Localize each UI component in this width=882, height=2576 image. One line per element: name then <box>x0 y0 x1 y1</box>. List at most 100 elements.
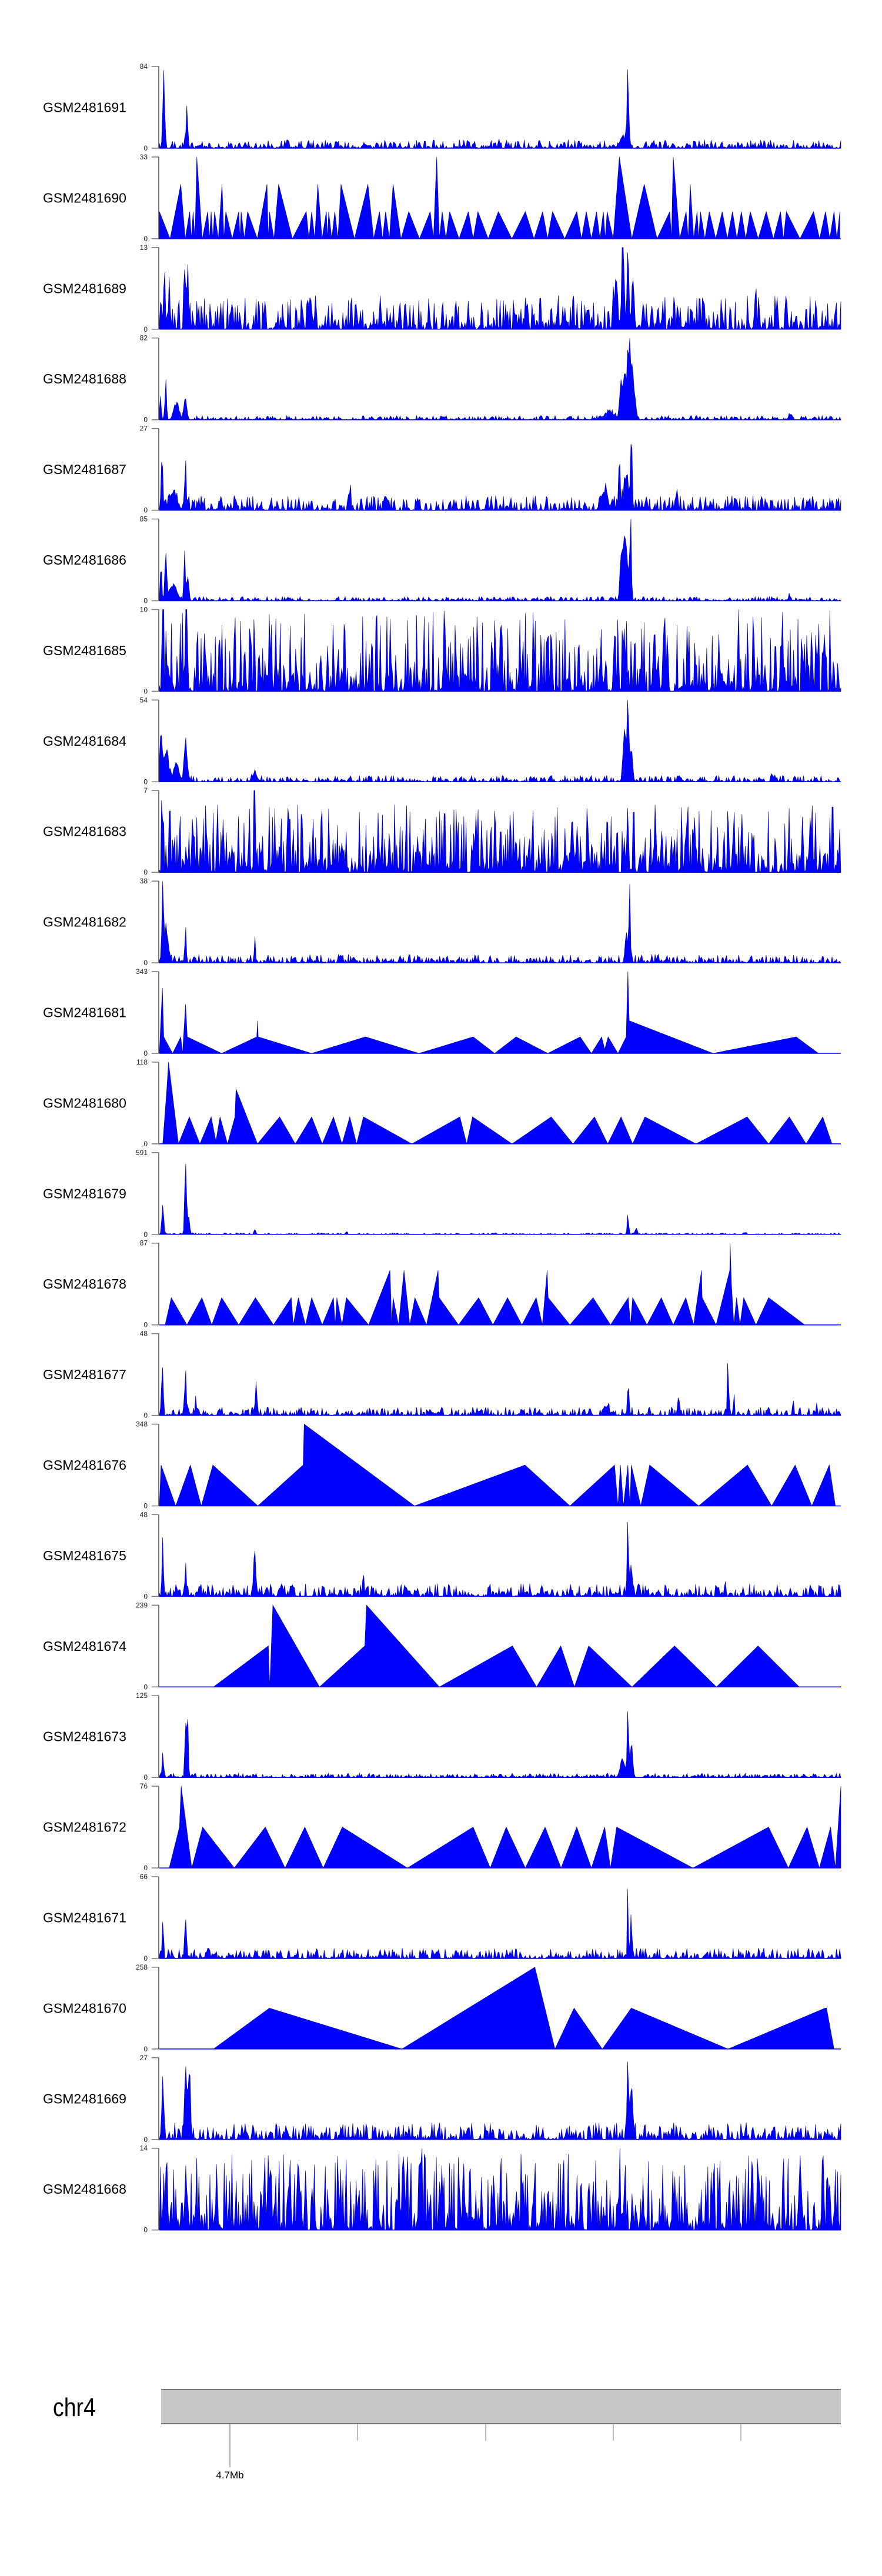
track-GSM2481673: GSM2481673 125 0 <box>43 1691 841 1781</box>
y-axis-max-label: 87 <box>140 1239 148 1247</box>
y-axis-max-label: 66 <box>140 1873 148 1881</box>
track-label: GSM2481671 <box>43 1910 126 1926</box>
y-axis-min-label: 0 <box>143 235 148 243</box>
y-axis-max-label: 33 <box>140 153 148 161</box>
track-GSM2481679: GSM2481679 591 0 <box>43 1149 841 1239</box>
track-GSM2481678: GSM2481678 87 0 <box>43 1239 841 1329</box>
track-label: GSM2481680 <box>43 1095 126 1110</box>
coverage-area <box>159 971 819 1054</box>
track-GSM2481682: GSM2481682 38 0 <box>43 877 841 967</box>
track-GSM2481686: GSM2481686 85 0 <box>43 515 841 605</box>
coverage-area <box>159 247 841 330</box>
coverage-area <box>159 609 841 692</box>
y-axis-max-label: 13 <box>140 243 148 252</box>
track-GSM2481669: GSM2481669 27 0 <box>43 2054 841 2144</box>
coverage-area <box>213 1604 800 1688</box>
y-axis-min-label: 0 <box>143 687 148 695</box>
coverage-area <box>159 156 840 240</box>
track-GSM2481671: GSM2481671 66 0 <box>43 1873 841 1963</box>
coverage-area <box>159 338 841 421</box>
coverage-area <box>159 1521 841 1597</box>
track-GSM2481668: GSM2481668 14 0 <box>43 2144 841 2234</box>
coverage-area <box>159 519 841 602</box>
track-label: GSM2481677 <box>43 1367 126 1382</box>
track-GSM2481676: GSM2481676 348 0 <box>43 1420 841 1510</box>
y-axis-min-label: 0 <box>143 2135 148 2144</box>
y-axis-min-label: 0 <box>143 1773 148 1781</box>
coverage-area <box>169 1786 841 1869</box>
y-axis-max-label: 591 <box>136 1149 148 1157</box>
chromosome-label: chr4 <box>53 2393 96 2422</box>
y-axis-min-label: 0 <box>143 1140 148 1148</box>
track-label: GSM2481686 <box>43 552 126 568</box>
coverage-area <box>162 1062 833 1145</box>
coverage-area <box>159 1363 841 1416</box>
y-axis-min-label: 0 <box>143 1592 148 1600</box>
y-axis-max-label: 14 <box>140 2144 148 2153</box>
y-axis-min-label: 0 <box>143 1321 148 1329</box>
y-axis-max-label: 348 <box>136 1420 148 1429</box>
coverage-area <box>159 790 841 873</box>
y-axis-max-label: 343 <box>136 967 148 976</box>
y-axis-max-label: 48 <box>140 1510 148 1519</box>
y-axis-min-label: 0 <box>143 144 148 152</box>
y-axis-max-label: 125 <box>136 1691 148 1700</box>
coverage-area <box>159 443 841 511</box>
track-label: GSM2481676 <box>43 1457 126 1473</box>
track-GSM2481672: GSM2481672 76 0 <box>43 1782 841 1872</box>
coverage-area <box>165 1243 806 1326</box>
y-axis-min-label: 0 <box>143 778 148 786</box>
y-axis-min-label: 0 <box>143 2045 148 2053</box>
chromosome-ideogram: chr4 4.7Mb <box>53 2389 841 2481</box>
y-axis-min-label: 0 <box>143 1049 148 1057</box>
coverage-tracks: GSM2481691840GSM2481690330GSM2481689130G… <box>43 62 842 2234</box>
y-axis-min-label: 0 <box>143 597 148 605</box>
coverage-area <box>159 881 841 964</box>
y-axis-min-label: 0 <box>143 1502 148 1510</box>
track-label: GSM2481672 <box>43 1820 126 1835</box>
y-axis-max-label: 27 <box>140 2054 148 2062</box>
track-GSM2481681: GSM2481681 343 0 <box>43 967 841 1057</box>
y-axis-min-label: 0 <box>143 1864 148 1872</box>
y-axis-max-label: 76 <box>140 1782 148 1790</box>
track-GSM2481689: GSM2481689 13 0 <box>43 243 841 333</box>
y-axis-max-label: 27 <box>140 425 148 433</box>
coverage-area <box>159 1423 836 1507</box>
y-axis-min-label: 0 <box>143 1412 148 1420</box>
track-GSM2481684: GSM2481684 54 0 <box>43 696 842 786</box>
coverage-area <box>159 1711 841 1778</box>
track-label: GSM2481685 <box>43 643 126 658</box>
y-axis-min-label: 0 <box>143 325 148 333</box>
track-GSM2481674: GSM2481674 239 0 <box>43 1601 841 1691</box>
coverage-area <box>159 1888 841 1959</box>
chromosome-band <box>161 2390 841 2424</box>
track-GSM2481670: GSM2481670 258 0 <box>43 1963 841 2053</box>
track-label: GSM2481679 <box>43 1186 126 1201</box>
y-axis-max-label: 239 <box>136 1601 148 1609</box>
y-axis-max-label: 82 <box>140 334 148 342</box>
y-axis-max-label: 118 <box>136 1058 148 1066</box>
track-label: GSM2481689 <box>43 281 126 296</box>
y-axis-max-label: 7 <box>143 786 148 795</box>
y-axis-min-label: 0 <box>143 959 148 967</box>
axis-tick-label: 4.7Mb <box>216 2470 243 2481</box>
track-label: GSM2481683 <box>43 824 126 839</box>
track-label: GSM2481673 <box>43 1729 126 1744</box>
coverage-area <box>213 1967 834 2050</box>
track-label: GSM2481682 <box>43 915 126 930</box>
y-axis-max-label: 54 <box>140 696 148 704</box>
coverage-area <box>159 69 841 149</box>
track-GSM2481690: GSM2481690 33 0 <box>43 153 841 243</box>
track-label: GSM2481668 <box>43 2181 126 2197</box>
track-label: GSM2481678 <box>43 1276 126 1292</box>
track-label: GSM2481669 <box>43 2091 126 2106</box>
track-label: GSM2481681 <box>43 1005 126 1020</box>
track-label: GSM2481684 <box>43 733 126 749</box>
track-GSM2481691: GSM2481691 84 0 <box>43 62 841 152</box>
y-axis-min-label: 0 <box>143 868 148 876</box>
track-label: GSM2481687 <box>43 462 126 477</box>
track-GSM2481687: GSM2481687 27 0 <box>43 425 841 515</box>
coverage-area <box>159 2061 841 2140</box>
y-axis-max-label: 84 <box>140 62 148 71</box>
